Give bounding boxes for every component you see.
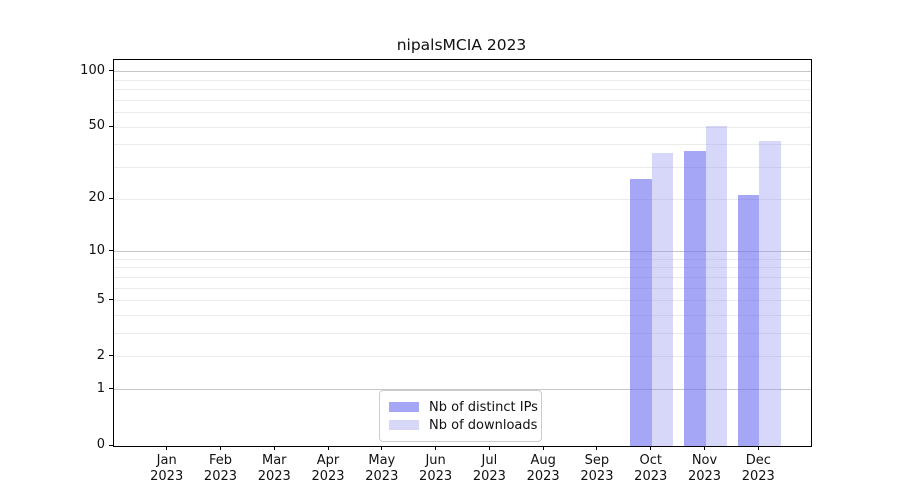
x-tick-mark [757, 446, 759, 450]
legend-item: Nb of downloads [389, 416, 537, 434]
legend: Nb of distinct IPs Nb of downloads [379, 390, 542, 442]
y-tick-mark [109, 125, 113, 127]
x-tick-label-aug: Aug 2023 [526, 453, 560, 484]
legend-item: Nb of distinct IPs [389, 398, 538, 416]
x-tick-mark [488, 446, 490, 450]
y-gridline-minor [114, 167, 811, 169]
x-tick-mark [273, 446, 275, 450]
x-tick-label-apr: Apr 2023 [311, 453, 345, 484]
y-tick-label: 20 [88, 190, 105, 206]
y-gridline-minor [114, 198, 811, 200]
y-gridline-minor [114, 89, 811, 91]
x-tick-mark [596, 446, 598, 450]
y-gridline-minor [114, 333, 811, 335]
x-tick-label-jan: Jan 2023 [150, 453, 184, 484]
x-tick-mark [435, 446, 437, 450]
y-gridline-minor [114, 267, 811, 269]
x-tick-label-nov: Nov 2023 [687, 453, 722, 484]
y-tick-mark [109, 70, 113, 72]
y-tick-mark [109, 355, 113, 357]
x-tick-label-jun: Jun 2023 [419, 453, 453, 484]
bar-dec-distinct-ips [737, 195, 760, 446]
y-gridline-minor [114, 99, 811, 101]
y-tick-mark [109, 197, 113, 199]
x-tick-mark [704, 446, 705, 450]
y-tick-label: 5 [96, 291, 105, 307]
y-gridline-major [114, 389, 811, 391]
bar-nov-distinct-ips [684, 151, 706, 446]
y-tick-mark [109, 388, 113, 390]
y-gridline-minor [114, 79, 811, 81]
y-tick-mark [109, 444, 113, 446]
chart-title: nipalsMCIA 2023 [396, 36, 527, 54]
legend-swatch-distinct-ips [389, 402, 419, 412]
y-tick-mark [109, 250, 113, 252]
plot-area [113, 59, 812, 447]
x-tick-mark [381, 446, 383, 450]
y-gridline-minor [114, 144, 811, 146]
y-tick-label: 0 [96, 437, 105, 452]
x-tick-label-mar: Mar 2023 [257, 453, 291, 484]
y-gridline-minor [114, 356, 811, 358]
x-tick-label-may: May 2023 [365, 453, 399, 484]
legend-label: Nb of downloads [429, 417, 538, 433]
y-tick-label: 100 [80, 62, 105, 78]
bar-dec-downloads [759, 141, 781, 446]
y-tick-label: 1 [96, 380, 105, 396]
y-tick-label: 50 [88, 118, 105, 134]
y-gridline-minor [114, 287, 811, 289]
y-gridline-minor [114, 315, 811, 317]
x-tick-label-oct: Oct 2023 [634, 453, 668, 484]
bar-nov-downloads [705, 125, 727, 446]
x-tick-mark [219, 446, 221, 450]
y-gridline-minor [114, 276, 811, 278]
bar-oct-downloads [651, 153, 674, 446]
y-tick-label: 2 [96, 347, 105, 363]
y-gridline-major [114, 251, 811, 253]
y-gridline-minor [114, 112, 811, 114]
x-tick-label-feb: Feb 2023 [203, 453, 238, 484]
y-gridline-minor [114, 300, 811, 302]
y-tick-label: 10 [88, 242, 105, 258]
x-tick-mark [166, 446, 168, 450]
x-tick-label-sep: Sep 2023 [580, 453, 614, 484]
y-tick-mark [109, 299, 113, 301]
x-tick-mark [650, 446, 652, 450]
legend-label: Nb of distinct IPs [429, 399, 538, 415]
bar-oct-distinct-ips [630, 178, 652, 446]
y-gridline-minor [114, 258, 811, 260]
x-tick-label-dec: Dec 2023 [741, 453, 775, 484]
x-tick-label-jul: Jul 2023 [472, 453, 506, 484]
y-gridline-major [114, 71, 811, 73]
x-tick-mark [327, 446, 329, 450]
legend-swatch-downloads [389, 420, 419, 430]
y-gridline-minor [114, 126, 811, 128]
x-tick-mark [542, 446, 544, 450]
